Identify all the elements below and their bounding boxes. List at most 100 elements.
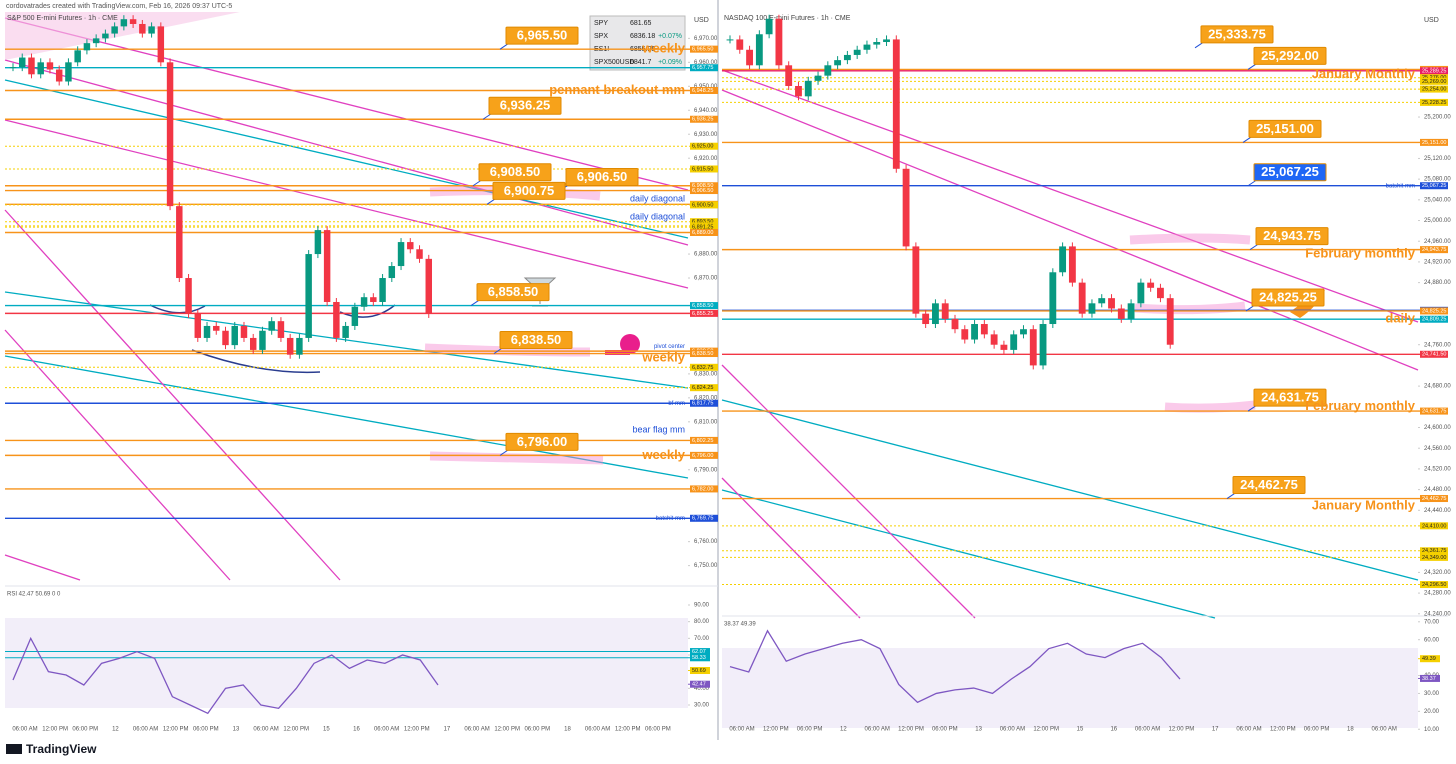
axis-tag (690, 302, 718, 310)
watch-price: 6841.7 (630, 59, 652, 66)
axis-tag-label: 6,906.50 (692, 188, 713, 194)
axis-tag (1420, 315, 1448, 323)
candle (185, 278, 192, 314)
axis-tag (1420, 85, 1448, 93)
axis-tag (1420, 407, 1448, 415)
axis-tag (690, 350, 718, 358)
axis-tag (690, 436, 718, 444)
watch-price: 6836.18 (630, 33, 655, 40)
candle (407, 242, 414, 250)
rsi-tag (690, 648, 710, 656)
price-box (1253, 46, 1327, 65)
axis-tag (690, 64, 718, 72)
y-tick-label: 24,920.00 (1424, 260, 1451, 266)
candle (416, 249, 423, 259)
candle (268, 321, 275, 331)
annotation: February monthly (1305, 398, 1416, 413)
trendline (4, 79, 689, 239)
price-box-label: 25,333.75 (1208, 26, 1266, 41)
candle (902, 168, 910, 247)
rsi-tag (690, 667, 710, 675)
annotation: daily (1385, 310, 1415, 325)
rsi-tag (1420, 674, 1440, 682)
axis-tag (690, 45, 718, 53)
candle (922, 313, 930, 325)
y-tick-label: 25,040.00 (1424, 197, 1451, 203)
candle (1039, 324, 1047, 366)
x-tick-label: 12:00 PM (615, 727, 641, 733)
candle (342, 325, 349, 338)
candle (1127, 303, 1135, 319)
candle (92, 38, 100, 44)
currency: USD (1424, 17, 1439, 24)
axis-tag-label: 6,908.50 (692, 183, 713, 189)
axis-tag (690, 485, 718, 493)
x-tick-label: 12:00 PM (1169, 727, 1195, 733)
rsi-tag-label: 62.07 (692, 649, 706, 655)
price-box (1232, 476, 1306, 495)
axis-tag-label: 6,817.75 (692, 401, 713, 407)
candle (863, 44, 871, 50)
axis-tag (690, 384, 718, 392)
rsi-tick-label: 30.00 (694, 703, 710, 709)
candle (775, 18, 783, 66)
candle (1078, 282, 1086, 314)
y-tick-label: 6,760.00 (694, 539, 718, 545)
rsi-tag-label: 49.39 (1422, 656, 1436, 662)
candle (736, 39, 744, 50)
x-tick-label: 06:00 AM (1372, 727, 1397, 733)
rsi-tick-label: 70.00 (1424, 619, 1440, 625)
axis-tag-label: 6,802.25 (692, 438, 713, 444)
y-tick-label: 6,950.00 (694, 84, 718, 90)
watch-symbol: SPX (594, 33, 608, 40)
price-box (499, 331, 573, 350)
axis-tag (1420, 67, 1448, 75)
candle (824, 65, 832, 76)
y-tick-label: 6,870.00 (694, 276, 718, 282)
candle (1166, 298, 1174, 345)
candle (157, 26, 165, 63)
x-tick-label: 12:00 PM (1033, 727, 1059, 733)
candle (28, 57, 35, 75)
currency: USD (694, 17, 709, 24)
rsi-tag-label: 38.37 (1422, 676, 1436, 682)
candle (795, 85, 802, 97)
axis-tag-label: 25,254.00 (1422, 87, 1446, 93)
axis-tag-label: 24,943.75 (1422, 247, 1446, 253)
axis-tag (1420, 98, 1448, 106)
x-tick-label: 12:00 PM (163, 727, 189, 733)
x-tick-label: 12:00 PM (494, 727, 520, 733)
x-tick-label: 06:00 AM (12, 727, 37, 733)
watchlist-box (589, 15, 686, 71)
annotation: weekly (641, 447, 685, 462)
rsi-tag-label: 58.33 (692, 655, 706, 661)
trendline (721, 477, 861, 619)
axis-tag (690, 115, 718, 123)
trendline (721, 69, 1419, 323)
y-tick-label: 6,940.00 (694, 108, 718, 114)
candle (323, 230, 331, 302)
y-tick-label: 6,830.00 (694, 371, 718, 377)
y-tick-label: 6,790.00 (694, 467, 718, 473)
chart-panel: S&P 500 E-mini Futures · 1h · CME USD 6,97… (5, 15, 718, 733)
trendline (721, 364, 976, 619)
candle (9, 67, 17, 69)
x-tick-label: 06:00 PM (1304, 727, 1330, 733)
price-box (492, 181, 566, 200)
axis-tag (1420, 74, 1448, 82)
candle (360, 297, 368, 307)
axis-tag (690, 363, 718, 371)
rsi-band (5, 618, 688, 708)
axis-tag-label: 6,936.25 (692, 117, 713, 123)
candle (912, 246, 920, 314)
price-box-label: 24,943.75 (1263, 228, 1321, 243)
caption: cordovatrades created with TradingView.c… (6, 3, 232, 10)
candle (951, 318, 959, 330)
candle (388, 266, 396, 279)
axis-tag-label: 25,151.00 (1422, 140, 1446, 146)
price-box (478, 163, 552, 182)
rsi-tag (690, 680, 710, 688)
rsi-tick-label: 80.00 (694, 619, 710, 625)
rsi-band (722, 648, 1418, 728)
